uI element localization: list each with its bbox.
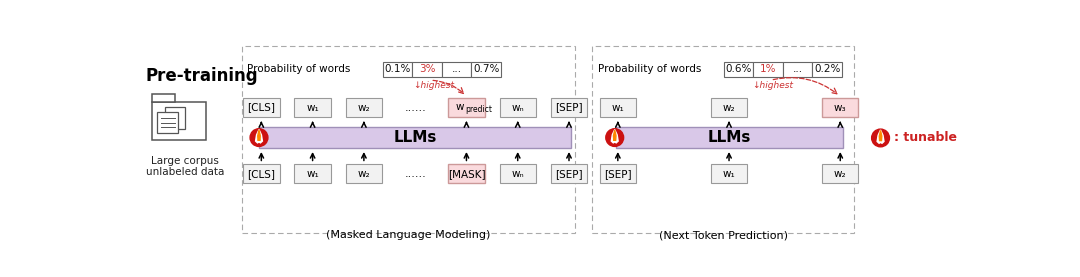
FancyBboxPatch shape (165, 107, 186, 129)
FancyBboxPatch shape (711, 98, 747, 117)
Text: [SEP]: [SEP] (555, 102, 583, 112)
Text: 0.2%: 0.2% (814, 65, 840, 75)
Text: [MASK]: [MASK] (447, 169, 485, 179)
Text: 3%: 3% (419, 65, 435, 75)
FancyBboxPatch shape (442, 62, 471, 77)
FancyBboxPatch shape (711, 164, 747, 183)
Polygon shape (256, 130, 262, 143)
FancyBboxPatch shape (346, 98, 382, 117)
Text: w₂: w₂ (357, 169, 370, 179)
Text: ...: ... (451, 65, 461, 75)
Text: wₙ: wₙ (512, 169, 524, 179)
FancyBboxPatch shape (783, 62, 812, 77)
FancyBboxPatch shape (599, 98, 636, 117)
Text: [SEP]: [SEP] (555, 169, 583, 179)
Text: predict: predict (464, 105, 491, 114)
FancyBboxPatch shape (822, 98, 859, 117)
FancyBboxPatch shape (158, 112, 177, 133)
FancyBboxPatch shape (346, 164, 382, 183)
Circle shape (251, 129, 268, 147)
Text: LLMs: LLMs (707, 130, 751, 145)
FancyBboxPatch shape (243, 164, 280, 183)
Text: ......: ...... (404, 102, 426, 112)
Text: w: w (456, 102, 464, 112)
FancyBboxPatch shape (754, 62, 783, 77)
FancyBboxPatch shape (383, 62, 413, 77)
Text: w₃: w₃ (834, 102, 847, 112)
FancyBboxPatch shape (500, 164, 536, 183)
Text: w₁: w₁ (307, 102, 319, 112)
Text: Probability of words: Probability of words (597, 65, 701, 75)
FancyBboxPatch shape (242, 46, 576, 233)
Circle shape (872, 129, 890, 147)
Text: 1%: 1% (760, 65, 777, 75)
Text: (Masked Language Modeling): (Masked Language Modeling) (326, 230, 490, 240)
Polygon shape (613, 130, 616, 141)
FancyBboxPatch shape (822, 164, 859, 183)
FancyBboxPatch shape (243, 98, 280, 117)
Text: Probability of words: Probability of words (247, 65, 351, 75)
Text: wₙ: wₙ (512, 102, 524, 112)
Text: w₂: w₂ (357, 102, 370, 112)
Text: (Next Token Prediction): (Next Token Prediction) (659, 230, 787, 240)
Polygon shape (258, 130, 260, 141)
FancyBboxPatch shape (152, 102, 206, 140)
Polygon shape (879, 130, 881, 141)
Text: Pre-training: Pre-training (145, 66, 258, 84)
Text: w₁: w₁ (611, 102, 624, 112)
FancyBboxPatch shape (471, 62, 501, 77)
Text: 0.1%: 0.1% (384, 65, 410, 75)
Text: [SEP]: [SEP] (604, 169, 632, 179)
Text: [CLS]: [CLS] (247, 169, 275, 179)
Text: [CLS]: [CLS] (247, 102, 275, 112)
FancyBboxPatch shape (724, 62, 754, 77)
FancyBboxPatch shape (812, 62, 841, 77)
FancyBboxPatch shape (295, 98, 330, 117)
Text: Large corpus
unlabeled data: Large corpus unlabeled data (146, 156, 225, 177)
FancyBboxPatch shape (551, 164, 588, 183)
FancyBboxPatch shape (259, 127, 571, 148)
Text: ↓highest: ↓highest (413, 81, 454, 90)
Text: w₁: w₁ (723, 169, 735, 179)
Text: ......: ...... (404, 169, 426, 179)
Text: 0.6%: 0.6% (726, 65, 752, 75)
Polygon shape (877, 130, 885, 143)
Text: 0.7%: 0.7% (473, 65, 499, 75)
FancyBboxPatch shape (551, 98, 588, 117)
FancyBboxPatch shape (500, 98, 536, 117)
FancyBboxPatch shape (592, 46, 854, 233)
Text: w₂: w₂ (723, 102, 735, 112)
Text: w₁: w₁ (307, 169, 319, 179)
Circle shape (606, 129, 623, 147)
FancyBboxPatch shape (448, 164, 485, 183)
FancyBboxPatch shape (152, 94, 175, 102)
Text: w₂: w₂ (834, 169, 847, 179)
Text: ↓highest: ↓highest (753, 81, 794, 90)
Polygon shape (611, 130, 618, 143)
FancyBboxPatch shape (616, 127, 842, 148)
Text: ...: ... (793, 65, 802, 75)
FancyBboxPatch shape (599, 164, 636, 183)
FancyBboxPatch shape (448, 98, 485, 117)
FancyBboxPatch shape (413, 62, 442, 77)
Text: LLMs: LLMs (393, 130, 436, 145)
Text: : tunable: : tunable (894, 132, 958, 145)
FancyBboxPatch shape (295, 164, 330, 183)
